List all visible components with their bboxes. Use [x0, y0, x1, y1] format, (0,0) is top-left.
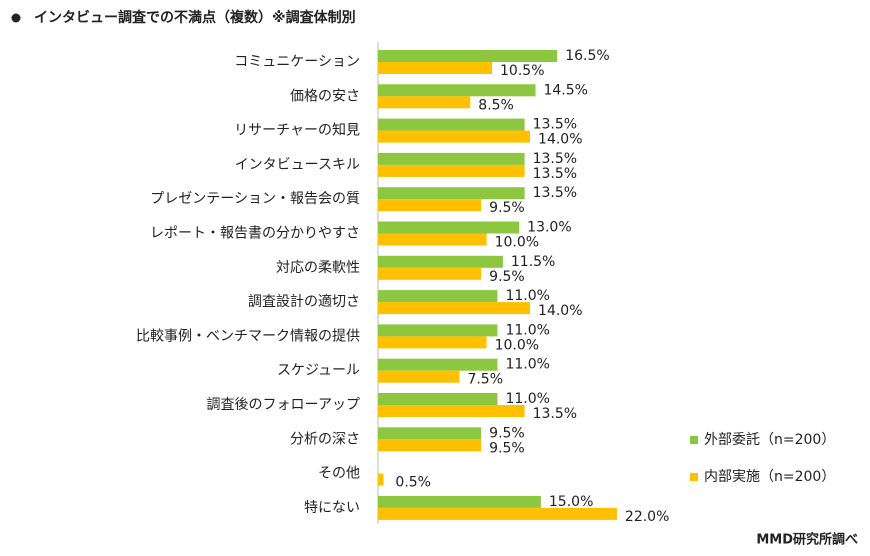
bar — [378, 62, 493, 74]
bar — [378, 255, 503, 268]
bar — [378, 130, 531, 143]
bar — [378, 221, 520, 234]
bar — [378, 199, 482, 212]
legend-label: 内部実施（n=200） — [704, 469, 835, 485]
category-label: 調査後のフォローアップ — [207, 397, 360, 413]
value-label: 13.0% — [527, 220, 571, 236]
bar — [378, 324, 498, 337]
bar — [378, 427, 482, 440]
bar — [378, 50, 558, 62]
value-label: 9.5% — [489, 269, 525, 285]
bar — [378, 370, 460, 383]
bar — [378, 96, 471, 109]
source: MMD研究所調べ — [756, 532, 858, 548]
category-label: スケジュール — [277, 363, 360, 379]
value-label: 13.5% — [533, 406, 577, 422]
category-label: 価格の安さ — [290, 88, 360, 104]
bar — [378, 336, 487, 349]
value-label: 13.5% — [533, 185, 577, 201]
value-label: 9.5% — [489, 200, 525, 216]
value-label: 14.0% — [538, 303, 582, 319]
legend-swatch — [690, 436, 698, 444]
value-label: 13.5% — [533, 117, 577, 133]
value-label: 7.5% — [467, 372, 503, 388]
value-label: 11.0% — [505, 288, 549, 304]
category-label: リサーチャーの知見 — [234, 122, 360, 139]
value-label: 11.0% — [505, 357, 549, 373]
bar — [378, 152, 525, 165]
category-label: コミュニケーション — [234, 54, 360, 70]
bar — [378, 267, 482, 280]
value-label: 14.5% — [543, 82, 587, 98]
category-label: レポート・報告書の分かりやすさ — [150, 226, 360, 242]
category-label: プレゼンテーション・報告会の質 — [150, 191, 360, 207]
value-label: 10.5% — [500, 63, 544, 79]
value-label: 11.5% — [511, 254, 555, 270]
bar — [378, 187, 525, 200]
bar — [378, 507, 617, 520]
category-label: 調査設計の適切さ — [248, 293, 360, 310]
bar — [378, 290, 498, 303]
bar — [378, 439, 482, 452]
legend-swatch — [690, 473, 698, 481]
category-label: 比較事例・ベンチマーク情報の提供 — [136, 328, 360, 344]
bar — [378, 473, 384, 486]
category-label: 分析の深さ — [290, 431, 360, 447]
value-label: 9.5% — [489, 440, 525, 456]
bar — [378, 118, 525, 131]
bar — [378, 233, 487, 246]
category-label: インタビュースキル — [235, 157, 360, 173]
value-label: 9.5% — [489, 425, 525, 441]
bar — [378, 495, 541, 508]
category-label: 対応の柔軟性 — [276, 260, 360, 276]
bar — [378, 302, 531, 315]
value-label: 10.0% — [495, 337, 539, 353]
legend-label: 外部委託（n=200） — [704, 432, 835, 448]
value-label: 0.5% — [395, 475, 431, 491]
bar — [378, 405, 525, 417]
value-label: 8.5% — [478, 97, 514, 113]
value-label: 16.5% — [565, 48, 609, 64]
value-label: 11.0% — [505, 322, 549, 338]
bar — [378, 164, 525, 177]
bar — [378, 358, 498, 371]
value-label: 15.0% — [549, 494, 593, 510]
title-bullet — [11, 13, 21, 23]
bar — [378, 393, 498, 405]
value-label: 11.0% — [505, 391, 549, 407]
value-label: 10.0% — [495, 235, 539, 251]
value-label: 22.0% — [625, 509, 669, 525]
category-label: 特にない — [304, 500, 360, 516]
value-label: 13.5% — [533, 151, 577, 167]
value-label: 13.5% — [533, 166, 577, 182]
category-label: その他 — [318, 466, 360, 482]
value-label: 14.0% — [538, 132, 582, 148]
bar — [378, 84, 536, 97]
chart-title: インタビュー調査での不満点（複数）※調査体制別 — [34, 9, 356, 26]
